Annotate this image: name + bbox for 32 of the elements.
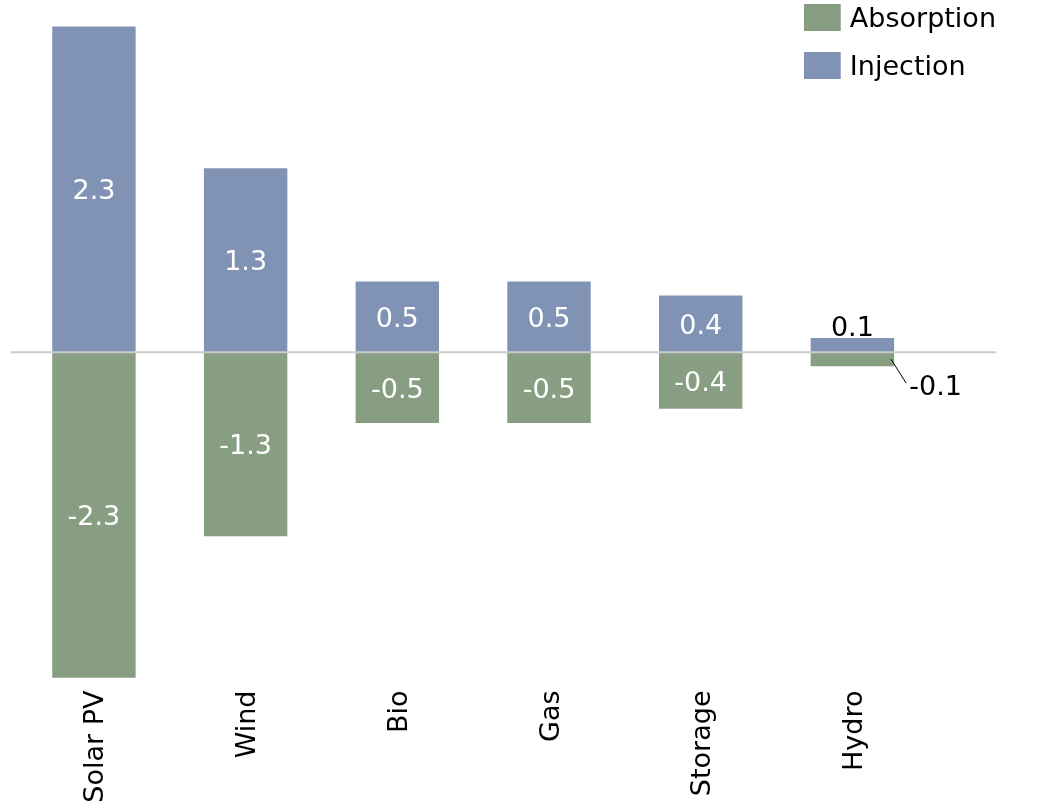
bar [507,352,591,424]
bar [658,352,743,409]
bar [810,338,895,353]
data-label: 1.3 [224,245,268,277]
x-tick-label: Bio [381,690,413,734]
x-tick-label: Solar PV [78,689,110,803]
legend-label: Absorption [849,1,996,33]
data-label: -1.3 [219,429,272,461]
x-tick-label: Hydro [836,690,868,771]
data-label: -0.1 [909,369,962,401]
x-tick-label: Storage [685,690,717,797]
x-tick-label: Wind [230,690,262,759]
bar [507,281,591,353]
bar [355,281,440,353]
data-label: -0.5 [522,372,576,404]
data-label: -0.4 [674,365,728,397]
data-label: 0.4 [679,308,723,340]
data-label: -2.3 [67,500,121,532]
bar [52,352,136,678]
legend-label: Injection [849,49,966,81]
bar [355,352,440,424]
x-tick-label: Gas [533,690,565,743]
data-label: 0.5 [527,301,571,333]
bar [203,352,288,537]
bar [658,295,743,353]
data-label: 0.1 [830,311,874,343]
bar [810,352,895,367]
data-label: 2.3 [72,174,116,206]
data-label: 0.5 [375,301,419,333]
bar [203,168,288,353]
bar [52,26,136,353]
data-label: -0.5 [370,372,424,404]
